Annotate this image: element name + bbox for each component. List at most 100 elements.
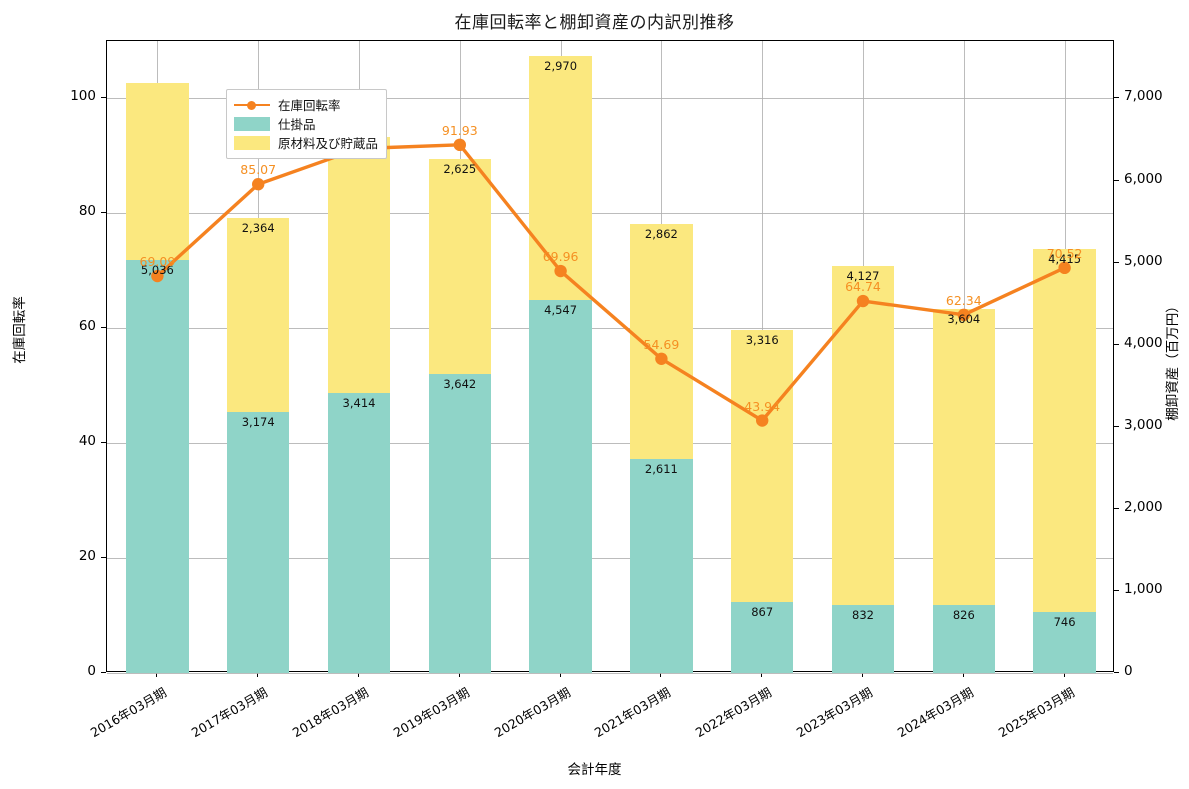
y-axis-right-tick-label: 5,000: [1124, 252, 1163, 269]
chart-title: 在庫回転率と棚卸資産の内訳別推移: [454, 13, 735, 33]
bar-label-wip: 832: [852, 607, 874, 622]
line-data-label: 64.74: [845, 279, 881, 295]
x-axis-tick-mark: [660, 672, 662, 677]
y-axis-right-tick-label: 2,000: [1124, 498, 1163, 515]
bar-segment-raw: [1033, 249, 1096, 612]
x-axis-tick-mark: [358, 672, 359, 677]
x-axis-tick-label: 2025年03月期: [995, 684, 1077, 741]
bar-segment-raw: [730, 329, 794, 602]
gridline-horizontal: [107, 213, 1113, 215]
y-axis-right-tick-label: 1,000: [1124, 580, 1163, 597]
bar-segment-wip: [428, 374, 492, 673]
bar-label-raw: 2,625: [443, 161, 477, 176]
y-axis-left-tick-label: 80: [78, 203, 96, 220]
bar-label-wip: 3,414: [342, 395, 376, 410]
bar-label-wip: 4,547: [544, 302, 578, 317]
y-axis-right-label: 棚卸資産（百万円）: [1165, 299, 1181, 421]
bar-label-raw: 4,127: [846, 268, 880, 283]
line-data-label: 54.69: [643, 336, 680, 352]
y-axis-left-tick-mark: [101, 672, 106, 673]
bar-label-raw: 2,364: [241, 221, 275, 236]
y-axis-right-tick-mark: [1114, 179, 1119, 181]
line-data-label: 62.34: [945, 292, 982, 308]
x-axis-tick-label: 2019年03月期: [390, 684, 472, 741]
y-axis-right-tick-label: 0: [1124, 663, 1133, 679]
x-axis-tick-label: 2021年03月期: [592, 684, 674, 741]
bar-label-raw: 2,862: [644, 226, 678, 241]
y-axis-right-tick-label: 3,000: [1124, 416, 1163, 433]
bar-segment-raw: [932, 309, 996, 606]
y-axis-left-tick-label: 60: [78, 318, 96, 335]
line-data-label: 69.09: [139, 254, 176, 270]
legend-label-wip: 仕掛品: [278, 117, 316, 132]
bar-segment-wip: [327, 392, 391, 673]
bar-segment-wip: [932, 605, 996, 673]
bar-segment-raw: [831, 265, 895, 605]
x-axis-tick-label: 2016年03月期: [88, 684, 170, 741]
legend-label-turnover: 在庫回転率: [278, 98, 341, 113]
bar-label-wip: 3,174: [241, 415, 275, 430]
y-axis-left-tick-mark: [101, 212, 106, 214]
gridline-horizontal: [107, 558, 1113, 560]
y-axis-left-tick-mark: [101, 97, 106, 99]
y-axis-right-tick-label: 6,000: [1124, 170, 1163, 187]
x-axis-tick-mark: [862, 672, 863, 677]
bar-segment-wip: [630, 458, 693, 673]
bar-label-raw: 3,316: [745, 332, 779, 347]
y-axis-left-label: 在庫回転率: [12, 296, 28, 364]
bar-segment-wip: [226, 412, 290, 673]
bar-label-wip: 5,036: [140, 262, 174, 277]
bar-label-wip: 867: [751, 604, 774, 619]
x-axis-tick-mark: [156, 672, 158, 677]
y-axis-right-tick-mark: [1114, 343, 1119, 345]
y-axis-left-tick-label: 40: [78, 433, 96, 450]
bar-segment-raw: [428, 158, 492, 375]
line-data-label: 85.07: [240, 162, 277, 178]
x-axis-tick-mark: [559, 672, 561, 677]
bar-segment-raw: [327, 137, 391, 393]
y-axis-right-tick-mark: [1114, 425, 1119, 427]
x-axis-tick-label: 2017年03月期: [188, 684, 271, 741]
y-axis-left-tick-mark: [101, 442, 106, 444]
x-axis-tick-mark: [458, 672, 460, 677]
bar-label-raw: 2,970: [544, 59, 578, 74]
x-axis-tick-label: 2023年03月期: [793, 684, 875, 741]
line-swatch-icon: [234, 98, 270, 112]
bar-label-raw: 3,604: [947, 312, 981, 327]
line-data-label: 69.96: [542, 249, 579, 265]
gridline-horizontal: [107, 673, 1113, 674]
plot-area: 5,0363,1742,3643,4143,1113,6422,6254,547…: [106, 40, 1114, 674]
bar-swatch-raw-icon: [234, 135, 270, 150]
bar-segment-wip: [1033, 611, 1096, 673]
legend-item-raw: 原材料及び貯蔵品: [234, 133, 378, 152]
y-axis-left-tick-mark: [101, 557, 106, 559]
legend-item-wip: 仕掛品: [234, 114, 378, 133]
x-axis-tick-label: 2018年03月期: [289, 684, 371, 741]
x-axis-tick-label: 2024年03月期: [894, 684, 976, 741]
bar-segment-raw: [126, 82, 189, 260]
y-axis-right-tick-mark: [1114, 589, 1119, 591]
gridline-horizontal: [107, 443, 1113, 445]
bar-segment-wip: [831, 604, 895, 673]
x-axis-label: 会計年度: [567, 762, 622, 778]
gridline-horizontal: [107, 98, 1113, 100]
line-data-label: 91.93: [441, 122, 478, 138]
bar-label-wip: 826: [952, 608, 975, 623]
bar-label-wip: 2,611: [644, 461, 678, 476]
x-axis-tick-label: 2020年03月期: [491, 684, 573, 741]
line-data-label: 70.52: [1046, 245, 1083, 261]
y-axis-right-tick-mark: [1114, 97, 1119, 99]
legend-item-turnover: 在庫回転率: [234, 95, 378, 114]
x-axis-tick-mark: [761, 672, 763, 677]
legend-label-raw: 原材料及び貯蔵品: [278, 136, 379, 151]
y-axis-right-tick-label: 4,000: [1124, 334, 1163, 351]
bar-segment-raw: [226, 218, 290, 413]
y-axis-right-tick-label: 7,000: [1124, 88, 1163, 105]
y-axis-right-tick-mark: [1114, 261, 1119, 263]
bar-label-wip: 746: [1053, 614, 1076, 629]
y-axis-right-tick-mark: [1114, 507, 1119, 509]
bar-segment-wip: [730, 601, 794, 673]
chart-legend: 在庫回転率 仕掛品 原材料及び貯蔵品: [226, 89, 388, 159]
y-axis-left-tick-label: 100: [70, 88, 96, 105]
